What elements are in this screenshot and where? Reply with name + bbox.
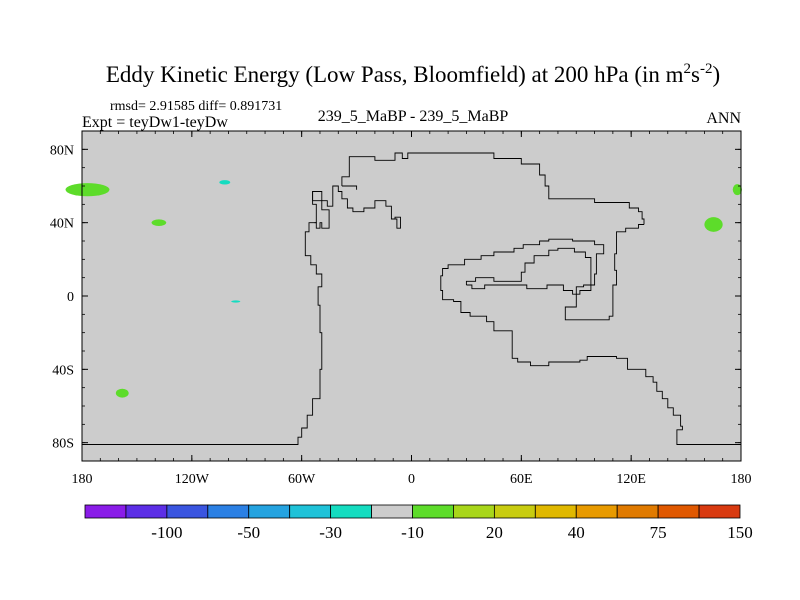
title-unit-sup-2: -2: [700, 61, 713, 77]
title-unit-sup-1: 2: [684, 61, 692, 77]
continent-outlines: [82, 152, 741, 445]
colorbar-swatch: [453, 504, 495, 519]
colorbar-label: -100: [151, 523, 182, 542]
title-text: Eddy Kinetic Energy (Low Pass, Bloomfiel…: [106, 62, 684, 87]
colorbar-label: 150: [727, 523, 753, 542]
axis-ticks: 180 120W 60W 0 60E 120E 180 80N 40N 0 40S 80S: [50, 130, 752, 487]
y-tick-label: 40S: [52, 363, 74, 378]
coastline-4: [341, 185, 358, 190]
y-tick-label: 80S: [52, 437, 74, 452]
coastline-2: [312, 191, 330, 229]
coastline-3: [341, 152, 645, 225]
colorbar-swatch: [207, 504, 250, 519]
blob-green-1: [65, 183, 110, 197]
blob-cyan-2: [231, 300, 241, 303]
y-tick-label: 80N: [50, 143, 74, 158]
title-unit-close: ): [712, 62, 720, 87]
blob-green-2: [151, 219, 167, 226]
title-unit-s: s: [691, 62, 700, 87]
blob-green-4: [704, 217, 723, 232]
y-tick-label: 0: [67, 290, 74, 305]
season-label: ANN: [706, 110, 741, 127]
colorbar-swatch: [125, 504, 168, 519]
colorbar-swatch: [248, 504, 291, 519]
colorbar-swatch: [166, 504, 209, 519]
colorbar: -100 -50 -30 -10 20 40 75 150: [84, 504, 753, 542]
colorbar-label: -30: [319, 523, 342, 542]
colorbar-swatch: [289, 504, 332, 519]
colorbar-swatch: [84, 504, 127, 519]
map-plot-area: 180 120W 60W 0 60E 120E 180 80N 40N 0 40S 80S: [50, 130, 752, 487]
colorbar-swatch: [657, 504, 700, 519]
colorbar-label: 75: [650, 523, 667, 542]
colorbar-label: -10: [401, 523, 424, 542]
x-tick-label: 60W: [288, 472, 316, 487]
map-background: [82, 131, 741, 461]
blob-green-5: [732, 184, 742, 196]
y-tick-label: 40N: [50, 217, 74, 232]
colorbar-swatch: [575, 504, 618, 519]
colorbar-label: -50: [237, 523, 260, 542]
anomaly-contours: [65, 180, 742, 398]
colorbar-swatch: [330, 504, 372, 519]
stats-label: rmsd= 2.91585 diff= 0.891731: [110, 99, 282, 114]
colorbar-swatch: [371, 504, 413, 519]
colorbar-label: 20: [486, 523, 503, 542]
colorbar-swatch: [534, 504, 577, 519]
expt-label: Expt = teyDw1-teyDw: [82, 114, 228, 131]
x-tick-label: 180: [72, 472, 93, 487]
x-tick-label: 60E: [510, 472, 533, 487]
colorbar-swatch: [698, 504, 741, 519]
blob-green-3: [115, 388, 129, 398]
colorbar-swatch: [493, 504, 536, 519]
coastline-6: [465, 247, 592, 295]
case-label: 239_5_MaBP - 239_5_MaBP: [318, 108, 509, 125]
x-tick-label: 120W: [175, 472, 210, 487]
colorbar-swatch: [412, 504, 454, 519]
blob-cyan-1: [219, 180, 231, 185]
x-tick-label: 0: [408, 472, 415, 487]
coastline-5: [440, 224, 741, 445]
x-tick-label: 120E: [616, 472, 646, 487]
colorbar-swatch: [616, 504, 659, 519]
x-tick-label: 180: [731, 472, 752, 487]
chart-title: Eddy Kinetic Energy (Low Pass, Bloomfiel…: [106, 61, 720, 87]
colorbar-label: 40: [568, 523, 585, 542]
